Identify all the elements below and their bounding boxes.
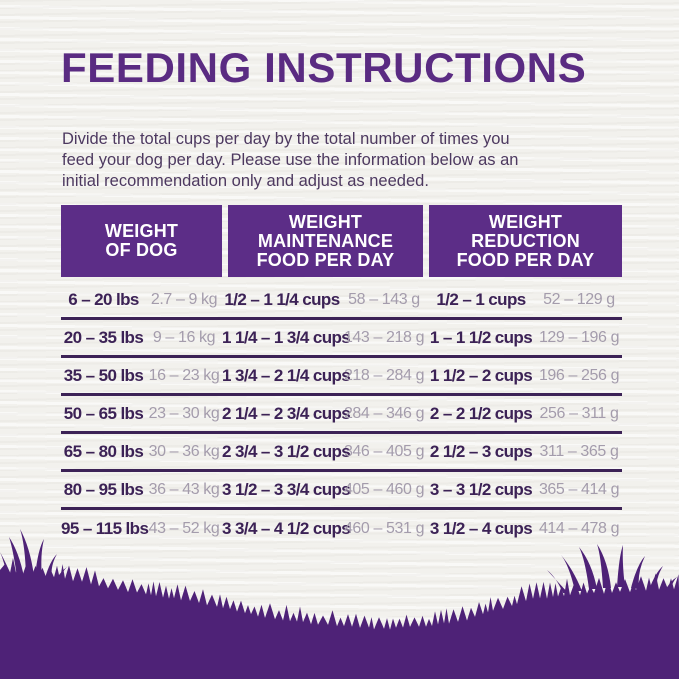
weight-lbs-cell: 20 – 35 lbs	[63, 327, 144, 347]
header-weight-reduction: WEIGHT REDUCTION FOOD PER DAY	[429, 205, 622, 277]
maintenance-grams-cell: 143 – 218 g	[343, 328, 425, 346]
weight-lbs-cell: 80 – 95 lbs	[63, 479, 144, 499]
weight-lbs-cell: 95 – 115 lbs	[61, 519, 149, 538]
header-weight-maintenance: WEIGHT MAINTENANCE FOOD PER DAY	[228, 205, 423, 277]
table-row: 20 – 35 lbs 9 – 16 kg 1 1/4 – 1 3/4 cups…	[61, 320, 622, 358]
feeding-table-body: 6 – 20 lbs 2.7 – 9 kg 1/2 – 1 1/4 cups 5…	[61, 282, 622, 548]
header-line: OF DOG	[105, 240, 178, 260]
maintenance-cups-cell: 2 1/4 – 2 3/4 cups	[222, 403, 351, 423]
header-line: WEIGHT	[104, 221, 179, 241]
reduction-cups-cell: 1/2 – 1 cups	[436, 289, 526, 309]
header-line: MAINTENANCE	[257, 230, 394, 251]
weight-lbs-cell: 35 – 50 lbs	[63, 365, 144, 385]
header-line: FOOD PER DAY	[256, 249, 395, 270]
weight-lbs-cell: 65 – 80 lbs	[63, 441, 144, 461]
reduction-grams-cell: 52 – 129 g	[543, 290, 615, 308]
reduction-cups-cell: 3 1/2 – 4 cups	[429, 519, 533, 538]
intro-line: feed your dog per day. Please use the in…	[62, 151, 519, 169]
intro-line: initial recommendation only and adjust a…	[62, 172, 429, 190]
reduction-grams-cell: 129 – 196 g	[538, 328, 620, 346]
weight-kg-cell: 2.7 – 9 kg	[150, 290, 218, 308]
maintenance-cups-cell: 3 3/4 – 4 1/2 cups	[222, 519, 351, 538]
maintenance-grams-cell: 218 – 284 g	[343, 366, 425, 384]
reduction-cups-cell: 2 – 2 1/2 cups	[429, 403, 533, 423]
table-row: 50 – 65 lbs 23 – 30 kg 2 1/4 – 2 3/4 cup…	[61, 396, 622, 434]
weight-kg-cell: 9 – 16 kg	[152, 328, 216, 346]
weight-kg-cell: 43 – 52 kg	[148, 520, 220, 537]
maintenance-grams-cell: 460 – 531 g	[343, 520, 425, 537]
weight-kg-cell: 30 – 36 kg	[148, 442, 220, 460]
table-row: 80 – 95 lbs 36 – 43 kg 3 1/2 – 3 3/4 cup…	[61, 472, 622, 510]
reduction-cups-cell: 1 1/2 – 2 cups	[429, 365, 533, 385]
maintenance-grams-cell: 58 – 143 g	[348, 290, 420, 308]
reduction-cups-cell: 3 – 3 1/2 cups	[429, 479, 533, 499]
table-row: 65 – 80 lbs 30 – 36 kg 2 3/4 – 3 1/2 cup…	[61, 434, 622, 472]
reduction-cups-cell: 1 – 1 1/2 cups	[429, 327, 533, 347]
maintenance-cups-cell: 3 1/2 – 3 3/4 cups	[222, 479, 351, 499]
header-line: WEIGHT	[288, 211, 363, 232]
maintenance-cups-cell: 1 3/4 – 2 1/4 cups	[222, 365, 351, 385]
header-line: FOOD PER DAY	[456, 249, 595, 270]
grass-blades-right	[547, 544, 677, 594]
weight-lbs-cell: 50 – 65 lbs	[63, 403, 144, 423]
reduction-cups-cell: 2 1/2 – 3 cups	[429, 441, 533, 461]
weight-lbs-cell: 6 – 20 lbs	[68, 289, 139, 309]
maintenance-grams-cell: 346 – 405 g	[343, 442, 425, 460]
maintenance-cups-cell: 1 1/4 – 1 3/4 cups	[222, 327, 351, 347]
table-row: 6 – 20 lbs 2.7 – 9 kg 1/2 – 1 1/4 cups 5…	[61, 282, 622, 320]
reduction-grams-cell: 196 – 256 g	[538, 366, 620, 384]
maintenance-grams-cell: 284 – 346 g	[343, 404, 425, 422]
intro-line: Divide the total cups per day by the tot…	[62, 130, 510, 148]
table-row: 95 – 115 lbs 43 – 52 kg 3 3/4 – 4 1/2 cu…	[61, 510, 622, 548]
grass-blades-left	[0, 529, 67, 582]
grass-silhouette	[0, 529, 679, 679]
weight-kg-cell: 16 – 23 kg	[148, 366, 220, 384]
table-row: 35 – 50 lbs 16 – 23 kg 1 3/4 – 2 1/4 cup…	[61, 358, 622, 396]
maintenance-cups-cell: 1/2 – 1 1/4 cups	[224, 289, 340, 309]
maintenance-cups-cell: 2 3/4 – 3 1/2 cups	[222, 441, 351, 461]
feeding-table-header: WEIGHT OF DOG WEIGHT MAINTENANCE FOOD PE…	[61, 205, 622, 277]
weight-kg-cell: 36 – 43 kg	[148, 480, 220, 498]
intro-text: Divide the total cups per day by the tot…	[62, 129, 642, 192]
header-line: REDUCTION	[471, 230, 580, 251]
reduction-grams-cell: 414 – 478 g	[538, 520, 620, 537]
reduction-grams-cell: 256 – 311 g	[539, 404, 619, 422]
maintenance-grams-cell: 405 – 460 g	[343, 480, 425, 498]
weight-kg-cell: 23 – 30 kg	[148, 404, 220, 422]
header-weight-of-dog: WEIGHT OF DOG	[61, 205, 222, 277]
reduction-grams-cell: 311 – 365 g	[539, 442, 619, 460]
reduction-grams-cell: 365 – 414 g	[538, 480, 620, 498]
page-title: FEEDING INSTRUCTIONS	[61, 44, 587, 91]
header-line: WEIGHT	[488, 211, 563, 232]
grass-mound	[0, 557, 679, 679]
